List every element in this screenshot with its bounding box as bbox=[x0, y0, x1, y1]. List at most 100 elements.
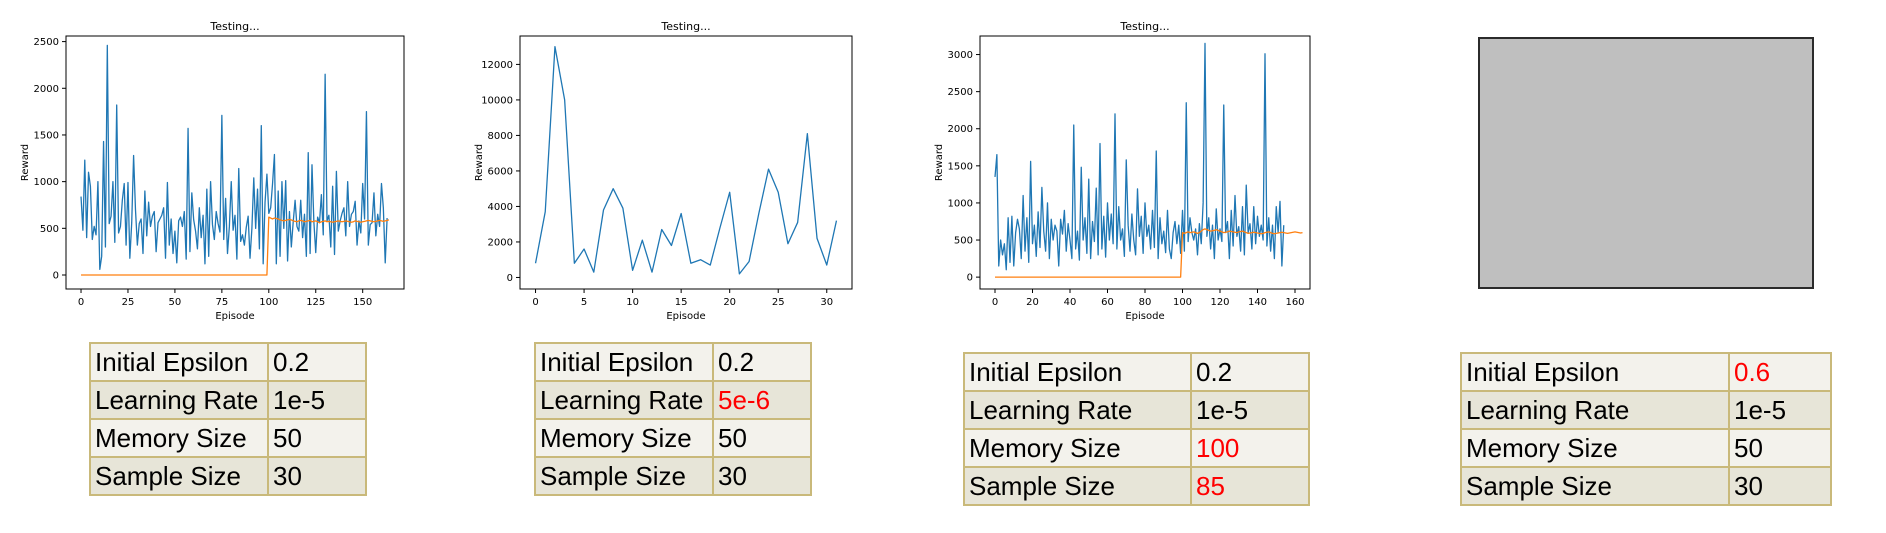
param-label: Memory Size bbox=[1460, 428, 1730, 468]
chart-2: 0 5 10 15 20 25 30 0 2000 4000 6000 8000 10000 12000 T… bbox=[446, 0, 866, 325]
y-tick-label: 12000 bbox=[481, 60, 513, 71]
param-value: 0.2 bbox=[267, 342, 367, 382]
table-row: Learning Rate 5e-6 bbox=[534, 380, 812, 420]
param-value: 0.2 bbox=[712, 342, 812, 382]
x-tick-label: 125 bbox=[306, 297, 325, 308]
param-label: Learning Rate bbox=[534, 380, 714, 420]
x-tick-label: 60 bbox=[1101, 297, 1114, 308]
y-tick-label: 0 bbox=[53, 270, 59, 281]
param-label: Initial Epsilon bbox=[963, 352, 1192, 392]
y-axis-label: Reward bbox=[20, 144, 31, 181]
x-tick-label: 15 bbox=[675, 297, 688, 308]
x-tick-label: 160 bbox=[1285, 297, 1304, 308]
param-value: 85 bbox=[1190, 466, 1310, 506]
param-label: Sample Size bbox=[1460, 466, 1730, 506]
chart-1-svg: 0 25 50 75 100 125 15005001000150020002500Test… bbox=[20, 20, 405, 322]
series-line-1 bbox=[534, 46, 838, 275]
placeholder-panel bbox=[1478, 37, 1814, 289]
param-label: Memory Size bbox=[963, 428, 1192, 468]
series-line-2 bbox=[995, 228, 1303, 278]
y-axis-label: Reward bbox=[474, 144, 485, 181]
chart-2-svg: 0 5 10 15 20 25 30 0 2000 4000 6000 8000 10000 12000 T… bbox=[474, 20, 853, 322]
x-tick-label: 20 bbox=[1026, 297, 1039, 308]
x-tick-label: 100 bbox=[1173, 297, 1192, 308]
param-label: Sample Size bbox=[89, 456, 269, 496]
chart-title: Testing... bbox=[660, 20, 710, 33]
y-tick-label: 0 bbox=[507, 273, 513, 284]
param-label: Learning Rate bbox=[89, 380, 269, 420]
table-row: Memory Size 50 bbox=[1460, 428, 1832, 468]
y-tick-label: 2000 bbox=[34, 84, 59, 95]
x-tick-label: 0 bbox=[532, 297, 538, 308]
x-tick-label: 0 bbox=[992, 297, 998, 308]
chart-3-svg: 0 20 40 60 80 100 120 140 160 0 500 1000 1500 2000 250… bbox=[934, 20, 1311, 322]
y-tick-label: 2500 bbox=[948, 87, 973, 98]
y-tick-label: 3000 bbox=[948, 50, 973, 61]
x-tick-label: 150 bbox=[353, 297, 372, 308]
x-tick-label: 10 bbox=[626, 297, 639, 308]
table-row: Sample Size 30 bbox=[534, 456, 812, 496]
x-tick-label: 0 bbox=[78, 297, 84, 308]
y-tick-label: 500 bbox=[954, 236, 973, 247]
y-axis-label: Reward bbox=[934, 144, 945, 181]
y-tick-label: 2000 bbox=[948, 124, 973, 135]
table-row: Initial Epsilon 0.2 bbox=[89, 342, 367, 382]
param-value: 1e-5 bbox=[1190, 390, 1310, 430]
table-row: Learning Rate 1e-5 bbox=[1460, 390, 1832, 430]
param-value: 50 bbox=[1728, 428, 1832, 468]
param-value: 0.6 bbox=[1728, 352, 1832, 392]
x-tick-label: 30 bbox=[820, 297, 833, 308]
param-label: Memory Size bbox=[534, 418, 714, 458]
table-row: Initial Epsilon 0.2 bbox=[534, 342, 812, 382]
table-row: Initial Epsilon 0.2 bbox=[963, 352, 1310, 392]
param-value: 30 bbox=[267, 456, 367, 496]
x-axis-label: Episode bbox=[215, 311, 254, 322]
table-row: Learning Rate 1e-5 bbox=[963, 390, 1310, 430]
param-label: Learning Rate bbox=[1460, 390, 1730, 430]
param-value: 0.2 bbox=[1190, 352, 1310, 392]
x-tick-label: 5 bbox=[581, 297, 587, 308]
series-line-1 bbox=[80, 44, 388, 271]
param-label: Sample Size bbox=[963, 466, 1192, 506]
x-tick-label: 50 bbox=[169, 297, 182, 308]
param-value: 1e-5 bbox=[1728, 390, 1832, 430]
param-value: 1e-5 bbox=[267, 380, 367, 420]
y-tick-label: 4000 bbox=[488, 202, 513, 213]
param-value: 50 bbox=[712, 418, 812, 458]
y-tick-label: 1500 bbox=[948, 161, 973, 172]
param-label: Initial Epsilon bbox=[1460, 352, 1730, 392]
param-label: Learning Rate bbox=[963, 390, 1192, 430]
x-tick-label: 75 bbox=[215, 297, 228, 308]
params-table-4: Initial Epsilon 0.6 Learning Rate 1e-5 M… bbox=[1460, 352, 1832, 506]
plot-frame bbox=[65, 35, 405, 290]
param-label: Initial Epsilon bbox=[534, 342, 714, 382]
params-table-3: Initial Epsilon 0.2 Learning Rate 1e-5 M… bbox=[963, 352, 1310, 506]
x-tick-label: 25 bbox=[122, 297, 135, 308]
plot-frame bbox=[519, 35, 853, 290]
param-label: Memory Size bbox=[89, 418, 269, 458]
param-value: 30 bbox=[712, 456, 812, 496]
param-value: 50 bbox=[267, 418, 367, 458]
param-value: 100 bbox=[1190, 428, 1310, 468]
y-tick-label: 1500 bbox=[34, 130, 59, 141]
table-row: Sample Size 30 bbox=[89, 456, 367, 496]
params-table-2: Initial Epsilon 0.2 Learning Rate 5e-6 M… bbox=[534, 342, 812, 496]
table-row: Memory Size 50 bbox=[534, 418, 812, 458]
param-value: 5e-6 bbox=[712, 380, 812, 420]
chart-title: Testing... bbox=[1119, 20, 1169, 33]
y-tick-label: 0 bbox=[967, 273, 973, 284]
x-tick-label: 140 bbox=[1248, 297, 1267, 308]
y-tick-label: 2000 bbox=[488, 237, 513, 248]
x-axis-label: Episode bbox=[666, 311, 705, 322]
x-tick-label: 100 bbox=[259, 297, 278, 308]
x-axis-label: Episode bbox=[1125, 311, 1164, 322]
chart-1: 0 25 50 75 100 125 150 0 500 1000 1500 2000 2500 Test… bbox=[0, 0, 420, 325]
x-tick-label: 25 bbox=[772, 297, 785, 308]
table-row: Learning Rate 1e-5 bbox=[89, 380, 367, 420]
table-row: Memory Size 50 bbox=[89, 418, 367, 458]
series-line-2 bbox=[81, 216, 390, 276]
table-row: Memory Size 100 bbox=[963, 428, 1310, 468]
chart-title: Testing... bbox=[209, 20, 259, 33]
y-tick-label: 1000 bbox=[34, 177, 59, 188]
param-label: Sample Size bbox=[534, 456, 714, 496]
